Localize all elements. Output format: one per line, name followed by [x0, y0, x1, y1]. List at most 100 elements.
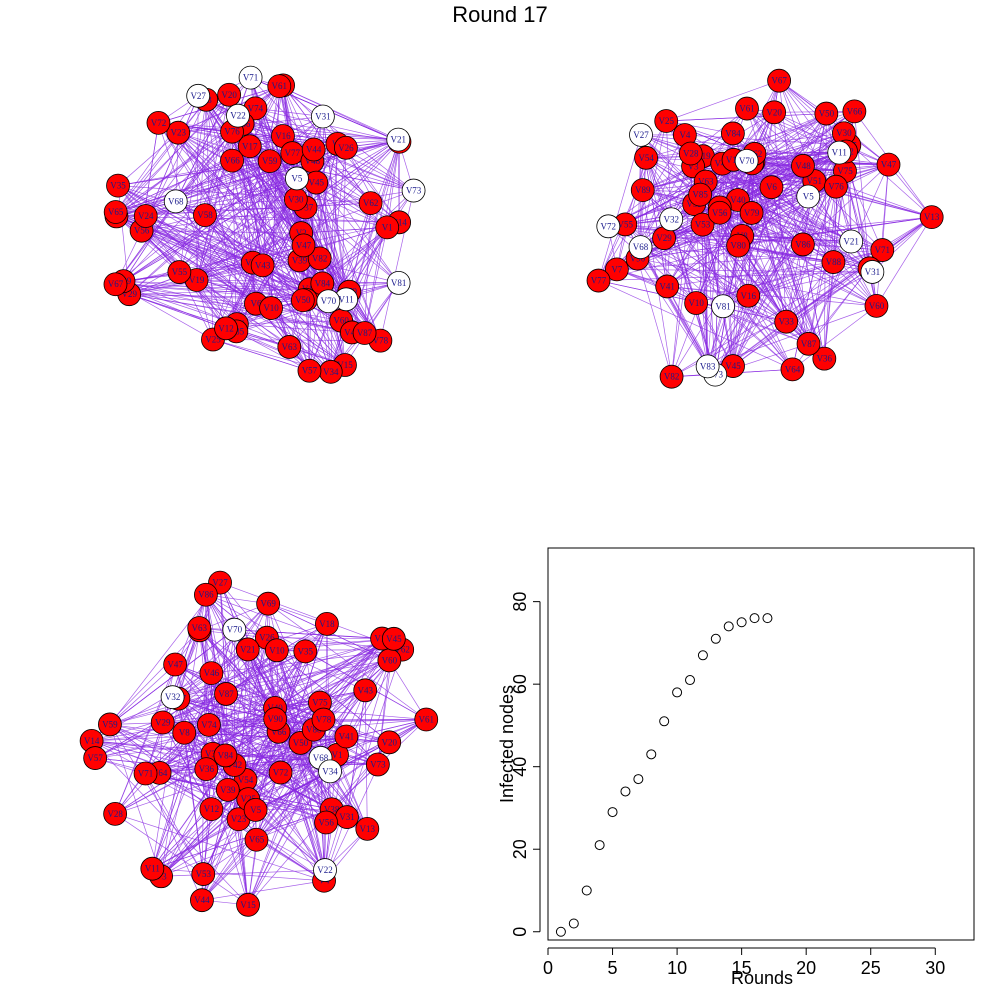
network-edge: [201, 880, 325, 901]
node-circle: [812, 346, 837, 371]
network-edge: [145, 215, 310, 290]
node-label: V62: [363, 198, 379, 208]
node-label: V20: [381, 737, 397, 747]
network-edge: [608, 226, 749, 297]
infected-node: V63: [187, 616, 212, 640]
network-edge: [714, 196, 809, 375]
y-tick-label: 60: [510, 674, 530, 694]
susceptible-node: V5: [285, 166, 309, 191]
network-edge: [771, 113, 827, 188]
network-edge: [667, 261, 834, 287]
node-label: V34: [322, 766, 338, 776]
infected-node: V28: [103, 801, 128, 826]
node-label: V22: [317, 865, 333, 875]
infected-node: V30: [283, 187, 308, 212]
network-edge: [114, 707, 276, 815]
node-circle: [194, 582, 218, 607]
network-edge: [785, 261, 834, 322]
infected-node: V60: [864, 293, 889, 318]
network-edge: [722, 159, 734, 307]
susceptible-node: V21: [839, 229, 864, 254]
node-label: V23: [231, 814, 247, 824]
network-edge: [204, 131, 233, 216]
infected-node: V24: [133, 204, 158, 228]
infected-node: V61: [267, 74, 292, 99]
network-edge: [696, 249, 883, 304]
nodes: V66V19V20V60V59V61V3V67V33V4V65V7V8V64V6…: [586, 68, 944, 389]
node-label: V41: [659, 281, 675, 291]
node-label: V87: [357, 328, 373, 338]
node-label: V19: [695, 151, 711, 161]
node-circle: [214, 682, 238, 706]
network-edge: [792, 305, 877, 370]
network-edge: [91, 740, 249, 906]
infected-node: V56: [314, 810, 338, 835]
infected-node: V13: [919, 205, 944, 230]
node-circle: [377, 730, 402, 755]
network-graph-top-right: V66V19V20V60V59V61V3V67V33V4V65V7V8V64V6…: [586, 68, 944, 389]
node-circle: [133, 204, 158, 228]
network-edge: [695, 302, 734, 367]
network-edge: [109, 724, 327, 823]
susceptible-node: V71: [238, 65, 263, 90]
network-edge: [808, 268, 870, 345]
node-label: V33: [778, 317, 794, 327]
node-label: V36: [199, 764, 215, 774]
infected-node: V47: [291, 233, 316, 258]
node-label: V3: [688, 161, 699, 171]
node-label: V16: [740, 291, 756, 301]
node-circle: [238, 65, 263, 90]
network-edge: [305, 141, 400, 208]
node-label: V6: [250, 299, 261, 309]
node-label: V11: [832, 148, 847, 158]
x-tick-label: 10: [667, 958, 687, 978]
node-circle: [214, 316, 238, 341]
node-circle: [310, 104, 335, 129]
node-circle: [827, 140, 852, 165]
data-point: [620, 786, 631, 797]
node-circle: [191, 862, 216, 886]
node-label: V76: [224, 127, 240, 137]
node-label: V63: [282, 342, 298, 352]
node-label: V77: [284, 148, 300, 158]
node-circle: [720, 121, 745, 146]
node-circle: [215, 777, 240, 802]
node-circle: [213, 743, 238, 768]
infected-node: V36: [812, 346, 837, 371]
node-label: V59: [262, 156, 278, 166]
network-edge: [152, 741, 390, 869]
node-label: V74: [248, 103, 264, 113]
infected-node: V50: [814, 101, 839, 126]
node-label: V75: [837, 166, 853, 176]
node-circle: [293, 639, 318, 664]
node-label: V1: [332, 750, 343, 760]
node-circle: [220, 148, 244, 173]
node-label: V35: [298, 646, 314, 656]
network-edge: [118, 185, 371, 204]
node-label: V68: [633, 242, 649, 252]
network-edge: [175, 131, 233, 202]
network-edge: [152, 808, 332, 870]
plot-frame: [547, 547, 975, 941]
network-edge: [212, 339, 310, 372]
node-circle: [821, 250, 846, 274]
node-circle: [316, 289, 341, 314]
node-circle: [726, 233, 751, 258]
infected-node: V89: [630, 178, 655, 203]
node-label: V12: [218, 323, 234, 333]
node-circle: [103, 200, 128, 224]
node-label: V31: [339, 812, 355, 822]
node-label: V82: [312, 253, 328, 263]
data-point: [736, 617, 747, 628]
network-edge: [640, 157, 647, 248]
network-edge: [236, 320, 342, 325]
node-circle: [842, 99, 867, 124]
network-edge: [117, 185, 323, 284]
data-point: [594, 840, 605, 851]
network-edge: [159, 736, 347, 774]
network-edge: [276, 650, 326, 871]
network-edge: [238, 819, 249, 905]
node-label: V85: [692, 190, 708, 200]
node-label: V87: [218, 689, 234, 699]
node-circle: [628, 235, 653, 260]
